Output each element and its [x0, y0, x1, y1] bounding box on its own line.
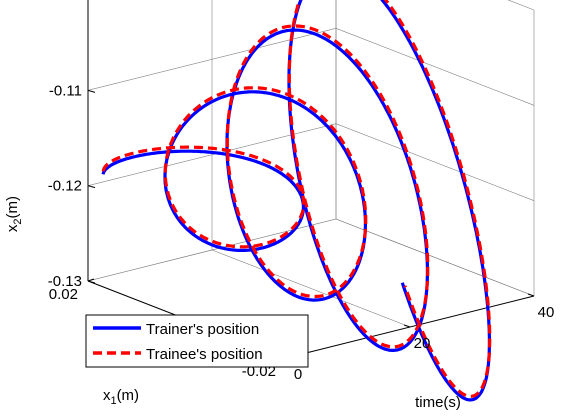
series-trainee-line: [101, 0, 492, 398]
series-layer: [101, 0, 492, 402]
grid-back-z-2: [87, 28, 337, 91]
axes-box: [87, 0, 535, 359]
grid-side-z-1: [335, 123, 535, 201]
legend-label-trainee: Trainee's position: [146, 346, 263, 363]
legend-box: [85, 314, 309, 368]
y-axis-label-base: x: [103, 387, 111, 404]
time-tick-label-0: 0: [294, 366, 302, 383]
time-tick-label-1: 20: [414, 335, 431, 352]
grid-floor-t-1: [211, 249, 411, 328]
z-axis-label-unit: (m): [4, 196, 21, 219]
x1-tick-label-1: 0.02: [49, 286, 78, 303]
z-tick-label-3: -0.1: [56, 0, 82, 4]
z-tick-mark-1: [87, 185, 96, 189]
z-tick-mark-2: [87, 89, 96, 93]
grid-side-z-2: [335, 28, 535, 106]
y-axis-label-unit: (m): [117, 387, 140, 404]
time-tick-mark-1: [403, 324, 411, 328]
grid-side-z-0: [335, 218, 535, 297]
z-tick-label-1: -0.12: [48, 178, 82, 195]
time-tick-label-2: 40: [538, 304, 555, 321]
grid-side-z-3: [507, 0, 535, 11]
y-axis-label-sub: 1: [110, 395, 116, 407]
z-tick-mark-0: [87, 280, 96, 284]
z-tick-label-0: -0.13: [48, 273, 82, 290]
time-tick-mark-2: [527, 293, 535, 297]
legend: Trainer's position Trainee's position: [85, 314, 309, 368]
legend-label-trainer: Trainer's position: [146, 321, 259, 338]
z-axis-label: x2(m): [4, 196, 24, 232]
grid-back-z-1: [87, 123, 337, 186]
grid-lines: [87, 0, 535, 359]
x1-tick-mark-1: [87, 278, 95, 282]
x-axis-label: time(s): [415, 394, 461, 411]
y-axis-label: x1(m): [103, 387, 139, 407]
z-axis-label-sub: 2: [12, 218, 24, 224]
z-tick-label-2: -0.11: [49, 82, 82, 99]
z-axis-label-base: x: [4, 224, 21, 232]
